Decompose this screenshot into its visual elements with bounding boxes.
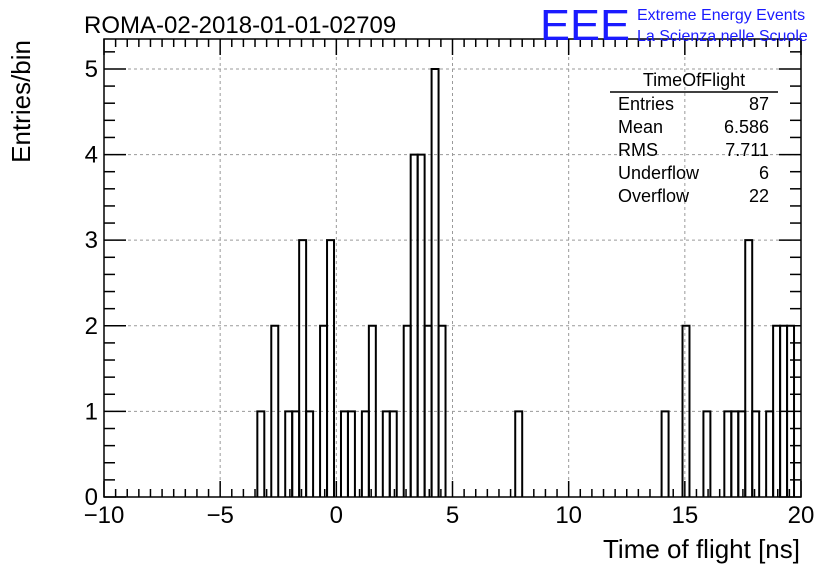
y-tick-label: 4: [85, 142, 98, 169]
histogram-bin: [256, 410, 266, 497]
histogram-bin: [430, 67, 440, 497]
histogram-bin: [660, 410, 670, 497]
y-tick-label: 5: [85, 56, 98, 83]
stats-box: TimeOfFlight Entries 87 Mean 6.586 RMS 7…: [610, 70, 778, 206]
logo-subtitle-line2: La Scienza nelle Scuole: [637, 28, 808, 45]
eee-logo: EEE: [540, 1, 630, 50]
y-tick-label: 2: [85, 313, 98, 340]
histogram-bin: [305, 410, 315, 497]
x-tick-label: 20: [788, 502, 815, 529]
x-tick-label: 15: [671, 502, 698, 529]
run-title: ROMA-02-2018-01-01-02709: [84, 12, 396, 39]
histogram-bin: [270, 324, 280, 497]
stats-title: TimeOfFlight: [643, 70, 745, 90]
histogram-bin: [751, 410, 761, 497]
tick-labels: −10 −5 0 5 10 15 20 0 1 2 3 4 5: [84, 56, 815, 529]
stat-value-underflow: 6: [759, 163, 769, 183]
y-tick-label: 0: [85, 484, 98, 511]
histogram-bin: [681, 324, 691, 497]
histogram-bin: [744, 239, 754, 497]
x-tick-label: 0: [330, 502, 343, 529]
x-axis-label: Time of flight [ns]: [603, 534, 800, 564]
stat-value-rms: 7.711: [725, 140, 769, 160]
stat-label-overflow: Overflow: [618, 186, 690, 206]
stat-label-rms: RMS: [618, 140, 658, 160]
stat-value-entries: 87: [749, 94, 769, 114]
logo-subtitle-line1: Extreme Energy Events: [637, 7, 805, 24]
axis-ticks: [103, 39, 802, 498]
x-tick-label: −5: [206, 502, 233, 529]
y-tick-label: 1: [85, 398, 98, 425]
histogram-bin: [346, 410, 356, 497]
stat-label-mean: Mean: [618, 117, 663, 137]
histogram-bin: [388, 410, 398, 497]
histogram-bin: [702, 410, 712, 497]
x-tick-label: 5: [446, 502, 459, 529]
x-tick-label: −10: [84, 502, 125, 529]
histogram-bin: [437, 324, 447, 497]
stat-label-underflow: Underflow: [618, 163, 700, 183]
y-tick-label: 3: [85, 227, 98, 254]
stat-value-overflow: 22: [749, 186, 769, 206]
grid-lines: [104, 39, 801, 497]
y-axis-label: Entries/bin: [6, 40, 36, 163]
stat-value-mean: 6.586: [724, 117, 769, 137]
histogram-bin: [326, 239, 336, 497]
histogram-bin: [514, 410, 524, 497]
x-tick-label: 10: [555, 502, 582, 529]
stat-label-entries: Entries: [618, 94, 674, 114]
histogram-bin: [298, 239, 308, 497]
histogram-bin: [367, 324, 377, 497]
